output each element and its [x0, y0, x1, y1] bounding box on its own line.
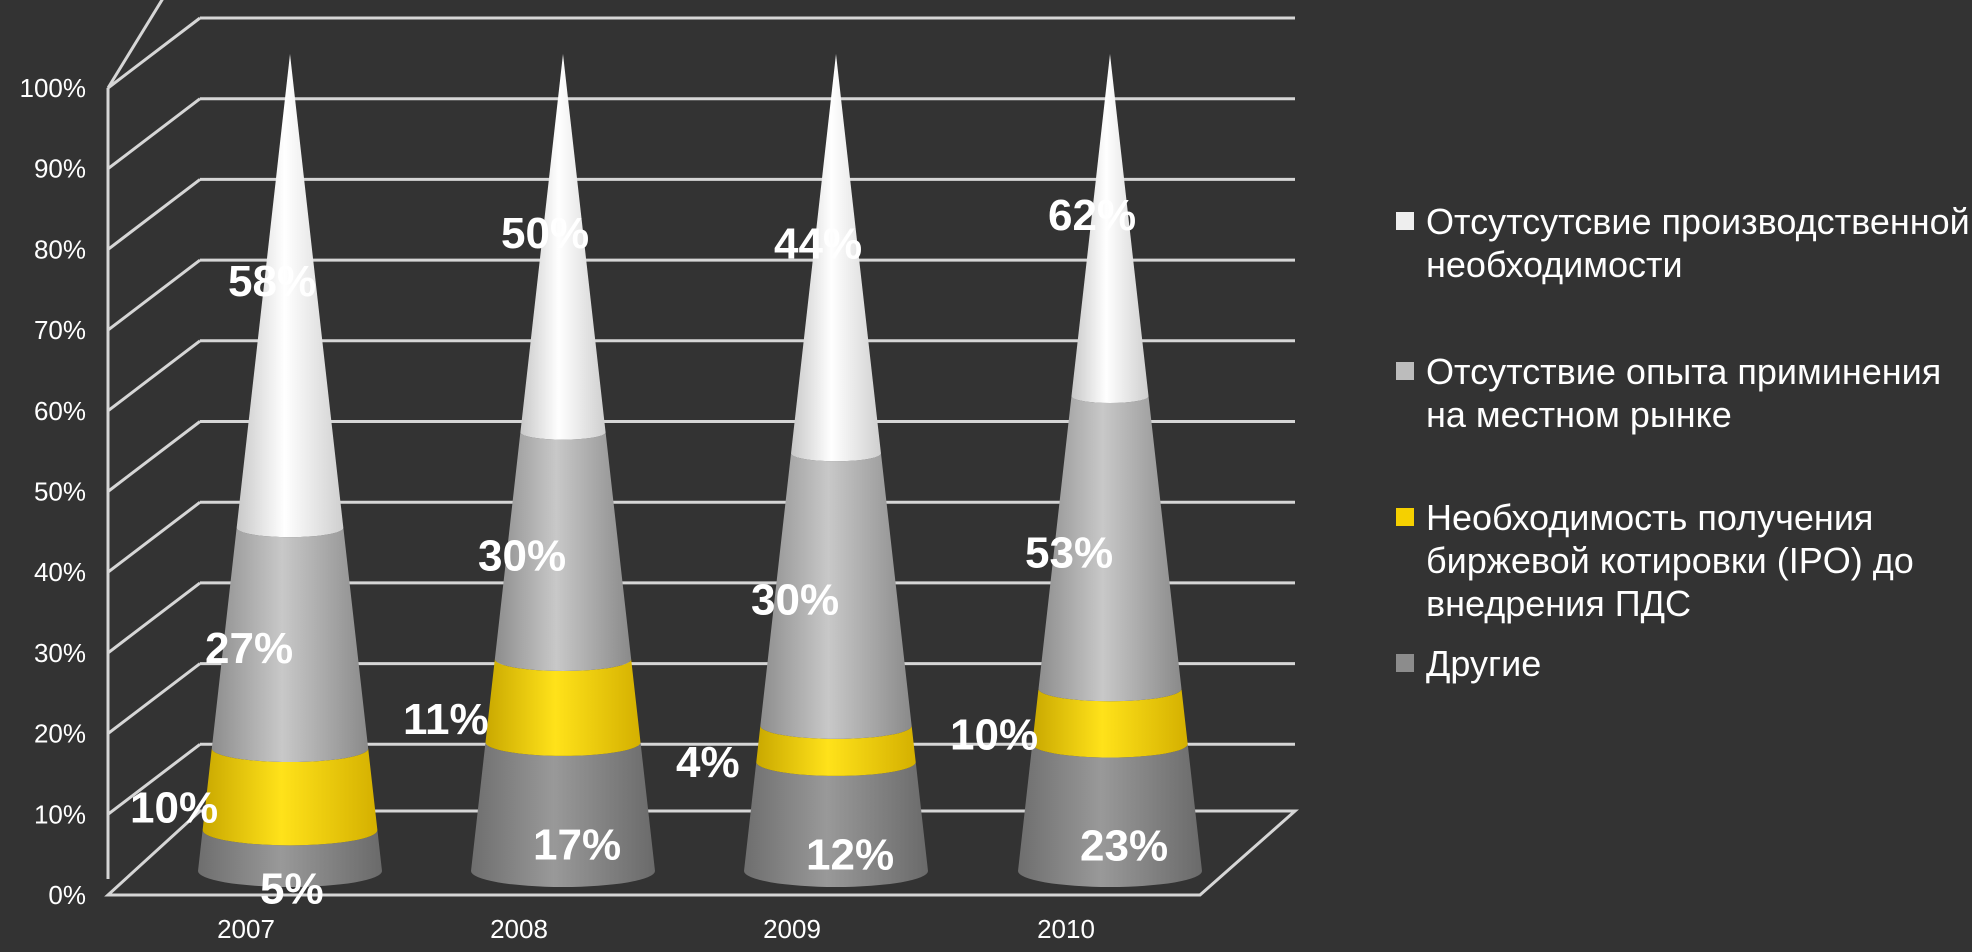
cone-segment-ipo — [1032, 688, 1188, 758]
cone-segment-no-need — [520, 54, 606, 440]
cone-segment-no-need — [1071, 54, 1149, 403]
cone-segment-other — [1018, 744, 1202, 887]
data-label: 11% — [403, 695, 489, 744]
cones — [198, 54, 1202, 887]
x-tick-label: 2007 — [217, 914, 275, 944]
legend-label: Необходимость получения биржевой котиров… — [1426, 497, 1914, 624]
y-tick-label: 50% — [34, 477, 86, 507]
data-label: 17% — [533, 821, 621, 870]
cone-segment-ipo — [485, 659, 641, 756]
cone-segment-ipo — [756, 725, 916, 776]
y-tick-label: 70% — [34, 315, 86, 345]
cone-2010 — [1018, 54, 1202, 887]
legend-label: Отсутсутсвие производственной необходимо… — [1426, 201, 1970, 285]
data-label: 50% — [501, 209, 589, 258]
cone-segment-no-experience — [760, 453, 912, 739]
gridline-side — [107, 258, 201, 332]
x-tick-label: 2010 — [1037, 914, 1095, 944]
gridline-side — [107, 178, 201, 251]
y-tick-label: 80% — [34, 234, 86, 264]
data-label: 30% — [478, 532, 566, 581]
data-label: 44% — [774, 220, 862, 269]
y-tick-label: 100% — [20, 73, 87, 103]
data-label: 53% — [1025, 529, 1113, 578]
cone-segment-no-experience — [211, 527, 369, 763]
data-label: 12% — [806, 831, 894, 880]
gridline-side — [106, 0, 164, 89]
y-tick-label: 90% — [34, 154, 86, 184]
cone-segment-other — [744, 762, 928, 887]
y-tick-label: 40% — [34, 557, 86, 587]
y-tick-label: 30% — [34, 638, 86, 668]
data-label: 5% — [260, 865, 324, 914]
cone-segment-other — [198, 830, 382, 887]
legend-swatch — [1396, 212, 1414, 230]
gridline-side — [107, 501, 201, 574]
cone-segment-no-need — [236, 54, 344, 538]
legend-label: Другие — [1426, 643, 1542, 684]
x-tick-label: 2009 — [763, 914, 821, 944]
data-label: 23% — [1080, 822, 1168, 871]
cone-2009 — [744, 54, 928, 887]
y-tick-label: 20% — [34, 719, 86, 749]
data-label: 10% — [950, 710, 1038, 759]
chart-floor — [104, 88, 1299, 897]
cone-2007 — [198, 54, 382, 887]
gridline-side — [107, 581, 201, 655]
gridline-side — [107, 97, 201, 170]
data-labels: 5% 10% 27% 58% 17% 11% 30% 50% 12% 4% 30% 44% 23% 10%… — [130, 191, 1168, 913]
legend-swatch — [1396, 508, 1414, 526]
legend-swatch — [1396, 654, 1414, 672]
cone-segment-other — [471, 742, 655, 887]
y-tick-label: 10% — [34, 799, 86, 829]
data-label: 27% — [205, 624, 293, 673]
cone-segment-no-need — [791, 54, 881, 462]
y-tick-label: 60% — [34, 396, 86, 426]
gridline-side — [107, 16, 201, 90]
x-tick-label: 2008 — [490, 914, 548, 944]
y-axis-ticks: 0% 10% 20% 30% 40% 50% 60% 70% 80% 90% 100% — [20, 73, 87, 910]
y-tick-label: 0% — [48, 880, 86, 910]
gridline-side — [107, 743, 201, 816]
gridline-side — [107, 662, 201, 735]
cone-segment-no-experience — [1038, 396, 1182, 702]
legend-swatch — [1396, 362, 1414, 380]
x-axis-ticks: 2007 2008 2009 2010 — [217, 914, 1095, 944]
cone-2008 — [471, 54, 655, 887]
data-label: 58% — [228, 257, 316, 306]
floor-outline — [104, 809, 1299, 897]
cone-segment-ipo — [202, 748, 378, 846]
data-label: 10% — [130, 783, 218, 832]
gridline-side — [107, 420, 201, 493]
data-label: 4% — [676, 738, 740, 787]
data-label: 62% — [1048, 191, 1136, 240]
gridline-side — [107, 339, 201, 412]
cone-segment-no-experience — [494, 432, 632, 672]
data-label: 30% — [751, 576, 839, 625]
legend-label: Отсутствие опыта приминения на местном р… — [1426, 351, 1942, 435]
